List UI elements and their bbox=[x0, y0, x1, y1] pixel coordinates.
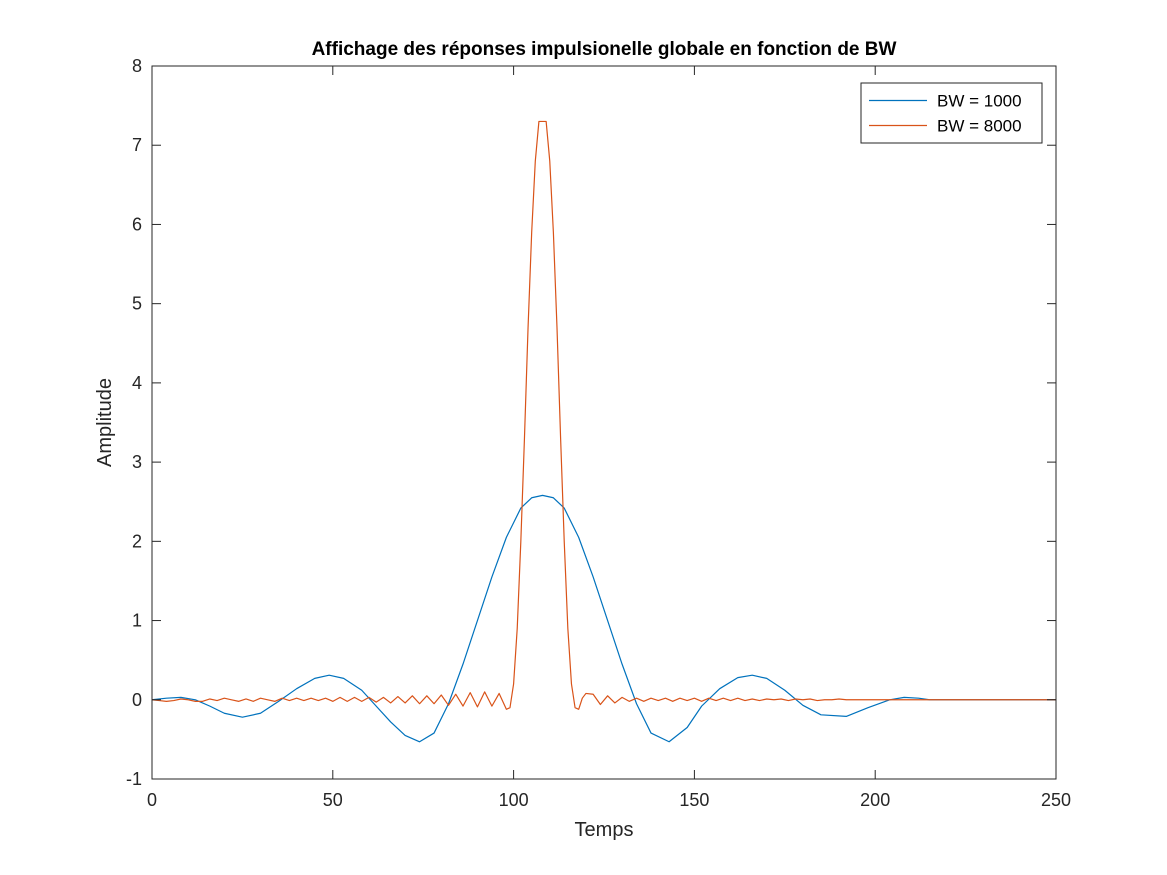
y-tick-label: -1 bbox=[126, 769, 142, 789]
x-axis-label: Temps bbox=[575, 819, 634, 841]
axes-background bbox=[152, 66, 1056, 779]
x-tick-label: 250 bbox=[1041, 790, 1071, 810]
y-tick-label: 6 bbox=[132, 214, 142, 234]
series-line-2 bbox=[151, 120, 1056, 710]
y-axis: -1 0 1 2 3 4 5 6 7 8 bbox=[126, 56, 1056, 789]
y-tick-label: 0 bbox=[132, 690, 142, 710]
legend-label-2: BW = 8000 bbox=[937, 117, 1022, 136]
y-tick-label: 5 bbox=[132, 294, 142, 314]
x-tick-label: 200 bbox=[860, 790, 890, 810]
legend: BW = 1000 BW = 8000 bbox=[860, 82, 1043, 144]
legend-label-1: BW = 1000 bbox=[937, 92, 1022, 111]
chart-title: Affichage des réponses impulsionelle glo… bbox=[312, 39, 897, 60]
y-tick-label: 1 bbox=[132, 611, 142, 631]
x-tick-label: 50 bbox=[323, 790, 343, 810]
axes-box bbox=[151, 65, 1057, 780]
x-tick-label: 100 bbox=[499, 790, 529, 810]
x-axis: 0 50 100 150 200 250 bbox=[147, 66, 1071, 810]
series-line-1 bbox=[151, 494, 1056, 743]
x-tick-label: 150 bbox=[679, 790, 709, 810]
y-tick-label: 2 bbox=[132, 531, 142, 551]
y-tick-label: 7 bbox=[132, 135, 142, 155]
y-axis-label: Amplitude bbox=[94, 378, 116, 467]
legend-items: BW = 1000 BW = 8000 bbox=[869, 92, 1022, 136]
legend-box bbox=[860, 82, 1043, 144]
y-tick-label: 4 bbox=[132, 373, 142, 393]
x-tick-label: 0 bbox=[147, 790, 157, 810]
y-tick-label: 8 bbox=[132, 56, 142, 76]
y-tick-label: 3 bbox=[132, 452, 142, 472]
series-layer bbox=[151, 120, 1056, 743]
plot-area bbox=[151, 120, 1056, 743]
